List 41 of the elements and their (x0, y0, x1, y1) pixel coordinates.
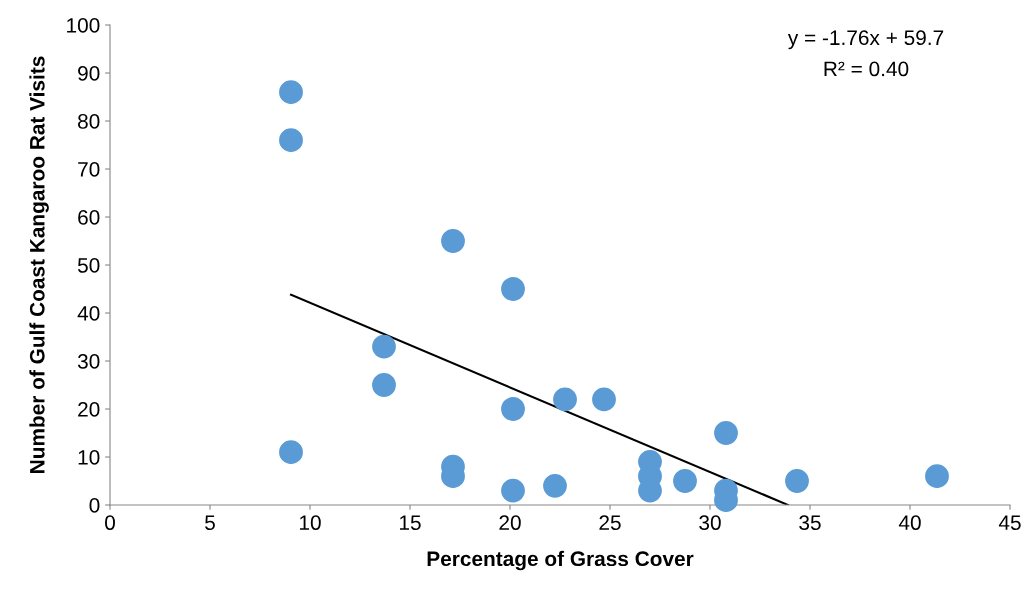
y-tick-label: 100 (67, 18, 100, 33)
y-tick-label: 70 (78, 162, 100, 177)
x-tick-label: 30 (699, 515, 721, 531)
x-tick-label: 45 (998, 515, 1021, 531)
y-axis-title: Number of Gulf Coast Kangaroo Rat Visits (29, 56, 49, 473)
point (592, 387, 616, 412)
point (279, 128, 303, 153)
point (501, 478, 525, 503)
x-tick-label: 10 (300, 515, 321, 531)
x-tick-label: 20 (499, 515, 521, 531)
y-tick-label: 10 (78, 450, 100, 465)
point (553, 387, 577, 412)
point (714, 421, 738, 445)
point (785, 469, 809, 493)
y-tick-label: 20 (78, 402, 100, 417)
point (372, 334, 396, 359)
x-tick-label: 5 (205, 515, 215, 531)
x-tick-label: 40 (898, 515, 921, 531)
x-tick-label: 35 (799, 515, 821, 531)
annotation: R² = 0.40 (824, 61, 909, 77)
y-tick-label: 90 (78, 66, 100, 81)
x-tick-label: 0 (105, 515, 115, 531)
point (673, 469, 697, 493)
x-tick-label: 25 (599, 515, 621, 531)
point (279, 80, 303, 105)
point (372, 373, 396, 397)
y-tick-label: 60 (78, 210, 100, 225)
point (501, 397, 525, 421)
point (925, 464, 949, 489)
annotation: y = -1.76x + 59.7 (787, 30, 944, 50)
x-axis-title: Percentage of Grass Cover (427, 550, 694, 571)
y-tick-label: 80 (78, 114, 100, 129)
y-tick-label: 30 (77, 354, 100, 369)
point (501, 277, 525, 301)
x-tick-label: 15 (400, 515, 421, 531)
point (441, 229, 465, 253)
point (279, 440, 303, 465)
y-tick-label: 40 (77, 306, 100, 321)
y-tick-label: 0 (89, 498, 100, 513)
y-tick-label: 50 (77, 258, 100, 273)
point (543, 473, 567, 498)
